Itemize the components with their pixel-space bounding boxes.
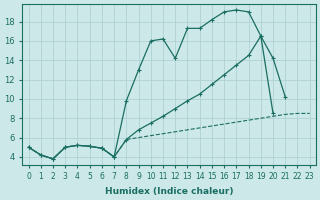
X-axis label: Humidex (Indice chaleur): Humidex (Indice chaleur) — [105, 187, 233, 196]
